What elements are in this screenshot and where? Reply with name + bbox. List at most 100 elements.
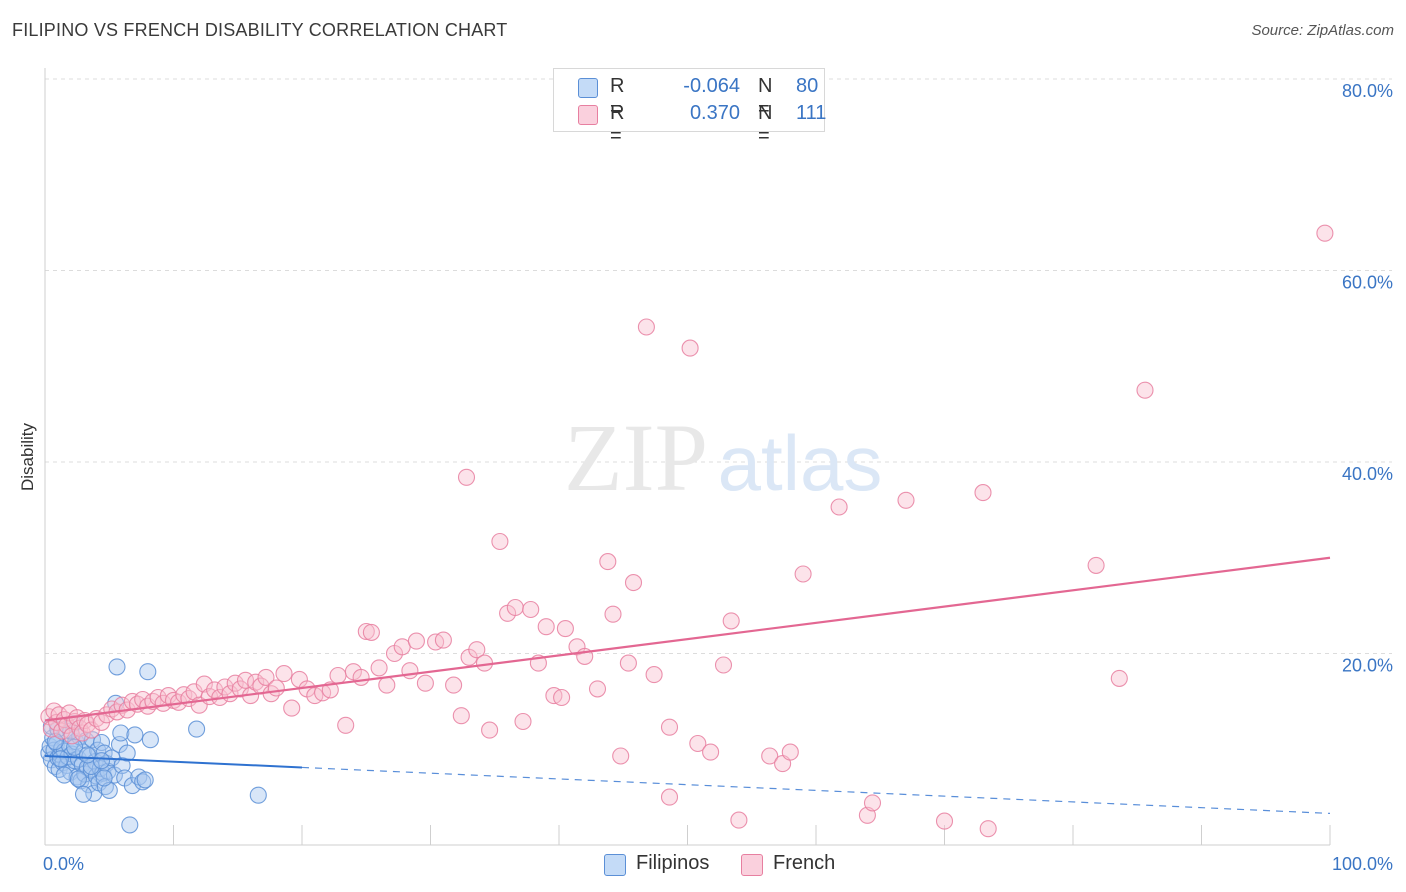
filipinos-point: [74, 785, 93, 803]
axes: [44, 68, 1331, 846]
bottom-legend-swatch-french: [741, 854, 763, 876]
french-point: [863, 794, 882, 812]
french-point: [506, 598, 524, 617]
filipinos-point: [51, 750, 69, 768]
filipinos-point: [112, 724, 130, 742]
french-point: [378, 676, 396, 694]
french-point: [660, 788, 679, 806]
filipinos-trend-dashed: [301, 766, 1331, 815]
french-point: [257, 668, 275, 686]
filipinos-point: [123, 777, 141, 795]
french-point: [362, 623, 380, 641]
filipinos-point: [139, 663, 157, 681]
french-point: [637, 318, 655, 336]
french-point: [612, 747, 630, 765]
french-point: [1136, 381, 1154, 399]
french-point: [722, 612, 740, 630]
watermark-atlas: atlas: [718, 419, 883, 507]
legend-r-label: R =: [610, 102, 625, 147]
gridlines: [45, 78, 1392, 654]
french-point: [588, 680, 607, 698]
legend-n-value: 80: [796, 75, 819, 97]
french-point: [393, 638, 411, 656]
french-point: [357, 622, 375, 641]
french-point: [604, 605, 622, 623]
filipinos-trend-solid: [44, 754, 303, 769]
x-tick-label-max: 100.0%: [1332, 854, 1393, 874]
source-credit: Source: ZipAtlas.com: [1251, 22, 1394, 39]
french-point: [491, 532, 509, 551]
filipinos-point: [136, 771, 154, 789]
legend-r-value: 0.370: [689, 102, 740, 124]
filipinos-point: [78, 746, 96, 764]
french-point: [897, 491, 915, 509]
french-point: [407, 632, 425, 650]
french-point: [267, 679, 285, 697]
french-point: [370, 659, 388, 677]
trend-lines: [44, 556, 1331, 815]
x-tick-label-min: 0.0%: [43, 854, 84, 874]
french-point: [660, 718, 679, 736]
legend-r-value: -0.064: [683, 75, 740, 97]
french-point: [830, 498, 848, 516]
french-point: [468, 641, 486, 659]
french-point: [445, 676, 463, 694]
french-point: [702, 743, 720, 761]
french-point: [624, 574, 643, 592]
french-point: [781, 743, 799, 761]
french-point: [283, 699, 301, 717]
filipinos-point: [108, 658, 126, 676]
filipinos-point: [55, 766, 73, 784]
watermark: ZIP atlas: [564, 404, 882, 511]
bottom-legend-swatch-filipinos: [604, 854, 626, 876]
french-point: [522, 600, 540, 619]
french-point: [481, 721, 499, 739]
filipinos-point: [141, 731, 159, 749]
correlation-legend: R = -0.064 N = 80 R = 0.370 N = 111: [553, 68, 827, 147]
french-point: [681, 339, 699, 357]
french-trend-line: [44, 556, 1331, 722]
filipinos-point: [92, 733, 111, 752]
tick-labels: 20.0% 40.0% 60.0% 80.0% 0.0% 100.0%: [43, 81, 1393, 874]
y-tick-label: 40.0%: [1342, 464, 1393, 484]
filipinos-point: [126, 726, 144, 744]
y-tick-label: 20.0%: [1342, 656, 1393, 676]
filipinos-point: [69, 770, 87, 788]
chart-title: FILIPINO VS FRENCH DISABILITY CORRELATIO…: [12, 20, 508, 40]
french-point: [794, 565, 812, 583]
french-point: [159, 687, 177, 705]
french-point: [452, 707, 470, 725]
legend-swatch-filipinos: [578, 78, 598, 98]
french-point: [1316, 224, 1334, 242]
french-point: [352, 668, 370, 686]
legend-n-value: 111: [796, 102, 827, 124]
french-point: [457, 468, 476, 486]
french-point: [416, 674, 434, 692]
filipinos-point: [118, 744, 136, 762]
french-point: [761, 747, 779, 765]
french-point: [434, 631, 452, 649]
bottom-legend-label-french: French: [773, 852, 836, 874]
french-point: [730, 811, 748, 829]
french-point: [329, 666, 347, 685]
filipinos-point: [249, 786, 267, 804]
legend-n-label: N =: [758, 102, 773, 147]
french-point: [275, 665, 293, 683]
french-point: [689, 734, 707, 753]
french-point: [714, 656, 733, 674]
french-point: [1087, 556, 1105, 574]
french-point: [619, 654, 637, 672]
french-point: [979, 820, 997, 838]
legend-swatch-french: [578, 105, 598, 125]
french-point: [935, 812, 954, 830]
french-point: [236, 671, 255, 689]
legend-n-label: N =: [758, 75, 773, 120]
french-point: [514, 712, 532, 731]
french-point: [556, 620, 574, 638]
french-point: [195, 675, 213, 693]
french-point: [401, 662, 419, 680]
french-point: [645, 666, 663, 684]
bottom-legend-label-filipinos: Filipinos: [636, 852, 710, 874]
filipinos-point: [95, 769, 113, 787]
